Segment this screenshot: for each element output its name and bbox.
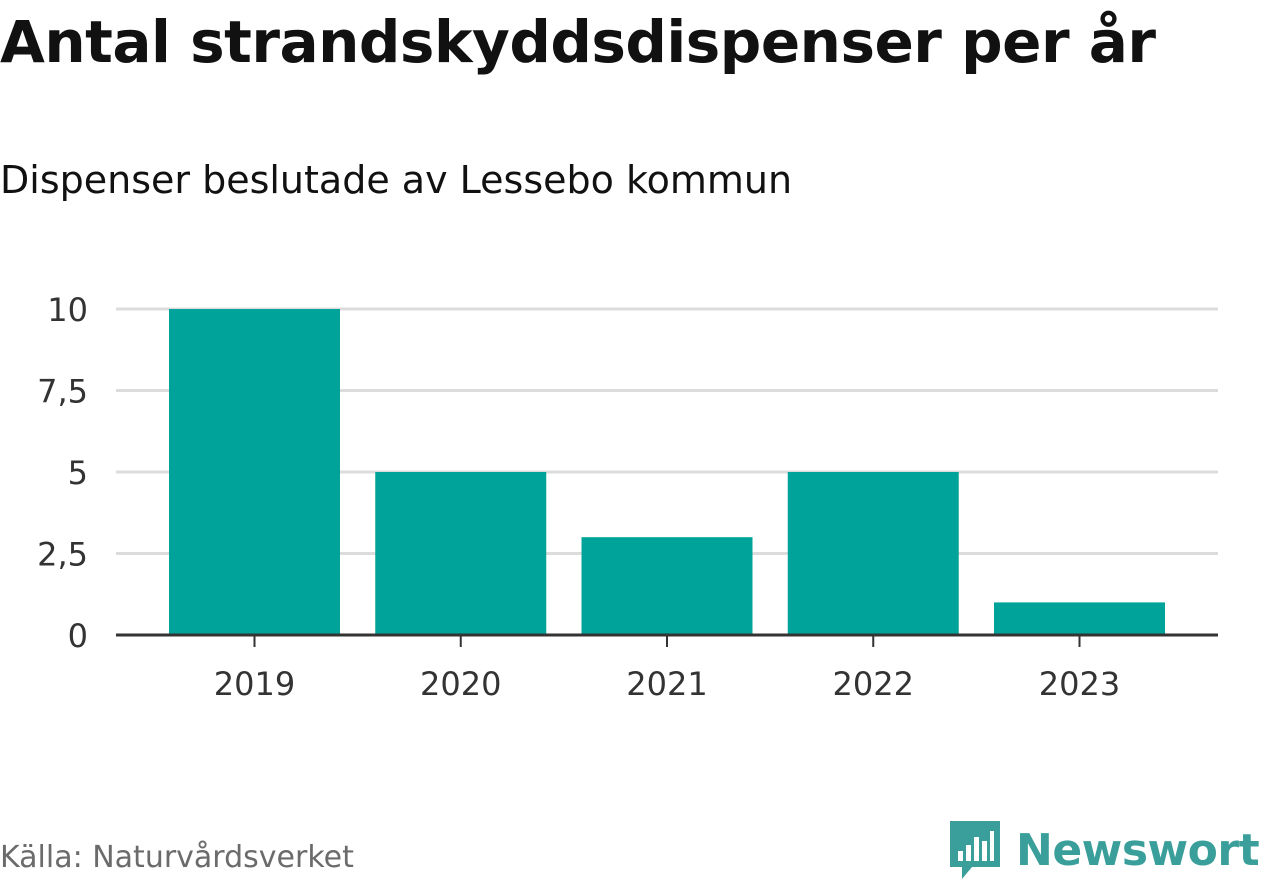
bar-2023 (994, 602, 1165, 635)
newsworthy-logo-icon (950, 821, 1000, 879)
y-tick-label: 5 (68, 454, 88, 492)
brand-name: Newsworthy (1016, 824, 1262, 876)
bars (169, 309, 1165, 635)
x-tick-label: 2020 (420, 665, 501, 703)
y-tick-label: 7,5 (37, 373, 88, 411)
chart-title: Antal strandskyddsdispenser per år (0, 8, 1156, 76)
bar-2022 (787, 472, 959, 635)
brand-logo: Newsworthy (950, 820, 1262, 880)
bar-2019 (169, 309, 340, 635)
x-tick-label: 2021 (626, 665, 707, 703)
y-tick-label: 10 (47, 291, 88, 329)
bar-2021 (581, 537, 753, 635)
x-tick-label: 2022 (833, 665, 914, 703)
source-note: Källa: Naturvårdsverket (0, 840, 354, 875)
y-tick-label: 0 (68, 617, 88, 655)
chart-subtitle: Dispenser beslutade av Lessebo kommun (0, 158, 793, 202)
x-axis-ticks: 2019 2020 2021 2022 2023 (214, 635, 1120, 703)
y-axis-ticks: 0 2,5 5 7,5 10 (37, 291, 88, 655)
x-tick-label: 2019 (214, 665, 295, 703)
x-tick-label: 2023 (1039, 665, 1120, 703)
bar-2020 (375, 472, 547, 635)
y-tick-label: 2,5 (37, 536, 88, 574)
